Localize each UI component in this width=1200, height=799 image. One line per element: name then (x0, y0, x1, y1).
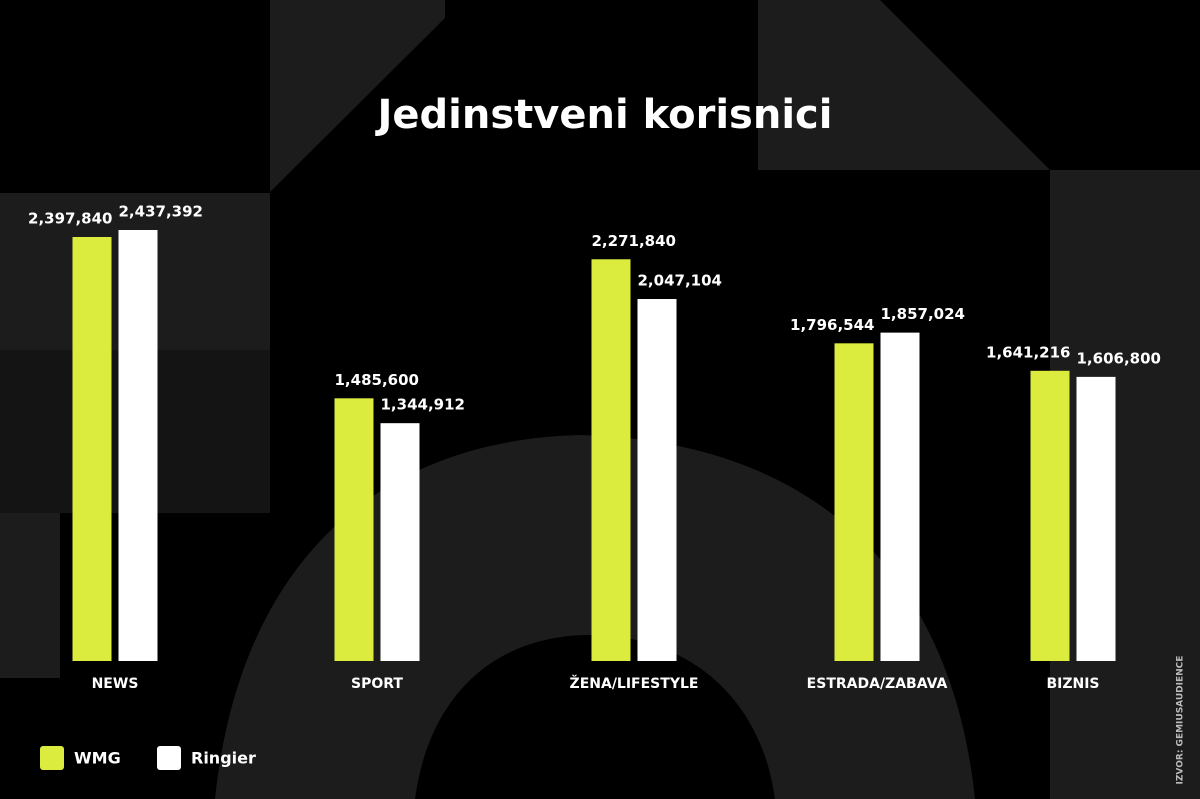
value-label: 1,344,912 (381, 396, 465, 414)
value-label: 1,485,600 (335, 371, 419, 389)
bar (72, 236, 112, 662)
bar (1076, 376, 1116, 661)
shape (270, 0, 445, 192)
legend-swatch (40, 746, 64, 770)
x-tick-label: SPORT (351, 676, 403, 692)
value-label: 1,796,544 (790, 316, 874, 334)
chart-title: Jedinstveni korisnici (375, 92, 833, 138)
value-label: 1,857,024 (881, 305, 965, 323)
bar (334, 398, 374, 661)
bar (880, 332, 920, 661)
bar (118, 230, 158, 661)
legend-label: WMG (74, 749, 121, 768)
shape (0, 513, 60, 678)
value-label: 2,047,104 (638, 272, 722, 290)
bar (380, 423, 420, 661)
x-tick-label: BIZNIS (1046, 676, 1099, 692)
value-label: 2,437,392 (119, 203, 203, 221)
value-label: 1,606,800 (1077, 349, 1161, 367)
x-tick-label: ŽENA/LIFESTYLE (570, 675, 699, 692)
source: IZVOR: GEMIUSAUDIENCE (1176, 656, 1186, 785)
legend-swatch (157, 746, 181, 770)
x-tick-label: ESTRADA/ZABAVA (807, 676, 948, 692)
shape (1050, 170, 1200, 799)
bar (591, 259, 631, 661)
bar (637, 299, 677, 661)
x-tick-label: NEWS (92, 676, 139, 692)
bar (1030, 370, 1070, 661)
value-label: 2,271,840 (592, 232, 676, 250)
bar (834, 343, 874, 661)
value-label: 2,397,840 (28, 209, 112, 227)
shape (758, 0, 1050, 170)
value-label: 1,641,216 (986, 343, 1070, 361)
legend-label: Ringier (191, 749, 256, 768)
